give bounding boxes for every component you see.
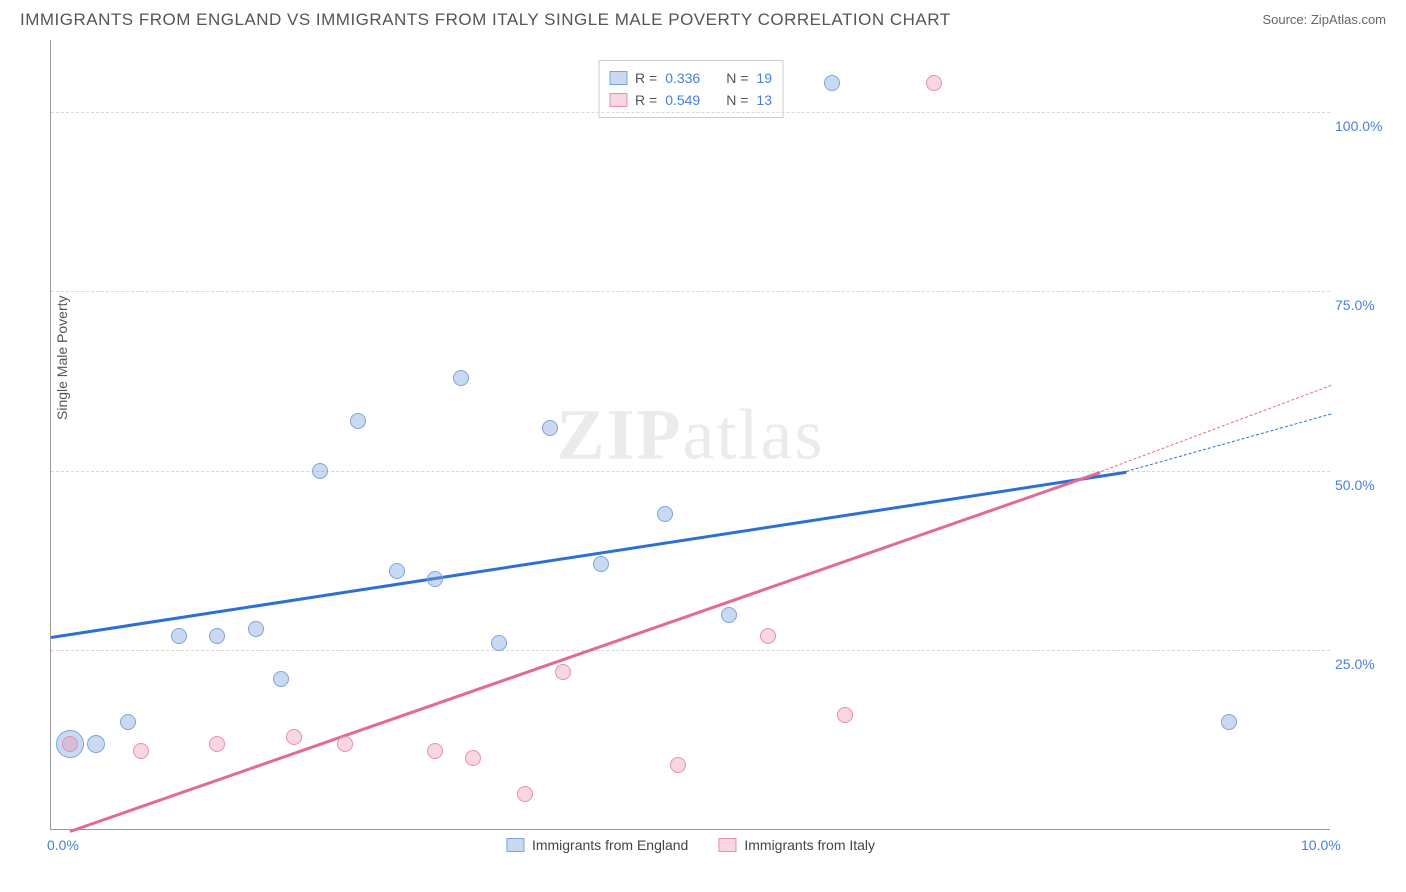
trend-line [70,471,1101,833]
legend-row-italy: R = 0.549 N = 13 [609,89,772,111]
data-point [542,420,558,436]
r-value: 0.336 [665,67,700,89]
legend-label: Immigrants from England [532,837,688,853]
data-point [837,707,853,723]
legend-item-italy: Immigrants from Italy [718,837,875,853]
n-label: N = [726,67,748,89]
data-point [133,743,149,759]
swatch-england [609,71,627,85]
chart-title: IMMIGRANTS FROM ENGLAND VS IMMIGRANTS FR… [20,10,951,30]
data-point [273,671,289,687]
r-label: R = [635,89,657,111]
gridline [51,650,1330,651]
swatch-england [506,838,524,852]
swatch-italy [609,93,627,107]
data-point [517,786,533,802]
chart-container: Single Male Poverty ZIPatlas R = 0.336 N… [50,40,1380,860]
data-point [120,714,136,730]
swatch-italy [718,838,736,852]
data-point [171,628,187,644]
n-label: N = [726,89,748,111]
data-point [248,621,264,637]
legend-label: Immigrants from Italy [744,837,875,853]
data-point [286,729,302,745]
y-tick-label: 100.0% [1335,118,1385,134]
data-point [209,628,225,644]
r-label: R = [635,67,657,89]
data-point [555,664,571,680]
data-point [350,413,366,429]
gridline [51,471,1330,472]
plot-area: ZIPatlas R = 0.336 N = 19 R = 0.549 N = … [50,40,1330,830]
data-point [926,75,942,91]
data-point [209,736,225,752]
data-point [721,607,737,623]
gridline [51,112,1330,113]
trend-line [1100,385,1331,472]
y-tick-label: 75.0% [1335,297,1385,313]
data-point [389,563,405,579]
x-tick-label: 0.0% [47,837,79,853]
x-tick-label: 10.0% [1301,837,1341,853]
data-point [337,736,353,752]
data-point [824,75,840,91]
data-point [593,556,609,572]
legend-item-england: Immigrants from England [506,837,688,853]
data-point [453,370,469,386]
data-point [87,735,105,753]
watermark-bold: ZIP [557,394,683,474]
correlation-legend: R = 0.336 N = 19 R = 0.549 N = 13 [598,60,783,118]
y-tick-label: 50.0% [1335,477,1385,493]
data-point [427,571,443,587]
r-value: 0.549 [665,89,700,111]
watermark-rest: atlas [683,394,825,474]
data-point [491,635,507,651]
legend-row-england: R = 0.336 N = 19 [609,67,772,89]
y-tick-label: 25.0% [1335,656,1385,672]
watermark: ZIPatlas [557,393,825,476]
trend-line [51,471,1127,639]
data-point [62,736,78,752]
n-value: 13 [756,89,772,111]
series-legend: Immigrants from England Immigrants from … [506,837,875,853]
data-point [312,463,328,479]
n-value: 19 [756,67,772,89]
data-point [657,506,673,522]
data-point [465,750,481,766]
gridline [51,291,1330,292]
source-label: Source: ZipAtlas.com [1262,12,1386,27]
data-point [427,743,443,759]
data-point [670,757,686,773]
data-point [1221,714,1237,730]
data-point [760,628,776,644]
